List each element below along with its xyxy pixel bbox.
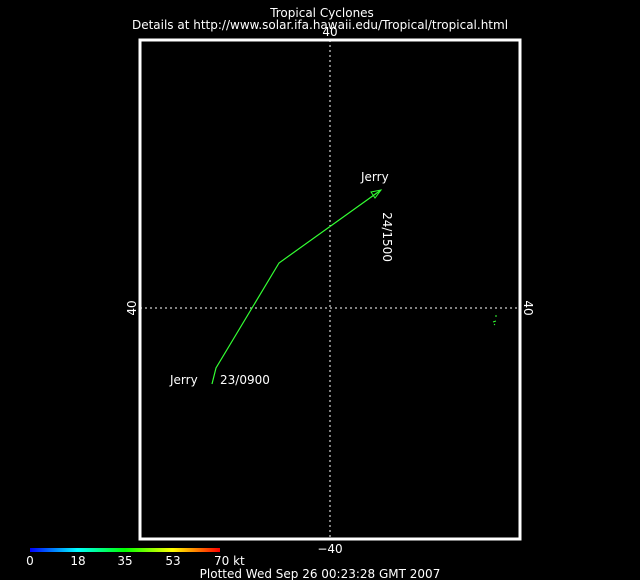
left-axis-label: 40 bbox=[125, 300, 139, 315]
storm-time-end: 24/1500 bbox=[380, 212, 394, 262]
storm-end-arrow bbox=[370, 189, 383, 199]
storm-name-start: Jerry bbox=[169, 373, 198, 387]
storm-marker bbox=[492, 315, 497, 326]
legend-label-70: 70 kt bbox=[214, 554, 245, 568]
map-frame bbox=[138, 38, 522, 541]
legend-label-53: 53 bbox=[165, 554, 180, 568]
legend-label-18: 18 bbox=[70, 554, 85, 568]
legend-label-35: 35 bbox=[117, 554, 132, 568]
top-axis-label: 40 bbox=[322, 25, 337, 39]
wind-speed-colorbar bbox=[30, 548, 220, 552]
storm-name-end: Jerry bbox=[360, 170, 389, 184]
plotted-timestamp: Plotted Wed Sep 26 00:23:28 GMT 2007 bbox=[200, 567, 441, 580]
storm-time-start: 23/0900 bbox=[220, 373, 270, 387]
right-axis-label: 40 bbox=[521, 300, 535, 315]
details-url: Details at http://www.solar.ifa.hawaii.e… bbox=[132, 18, 508, 32]
bottom-axis-label: −40 bbox=[317, 542, 342, 556]
legend-label-0: 0 bbox=[26, 554, 34, 568]
storm-track-jerry bbox=[211, 189, 382, 385]
map-title: Tropical Cyclones bbox=[269, 6, 374, 20]
